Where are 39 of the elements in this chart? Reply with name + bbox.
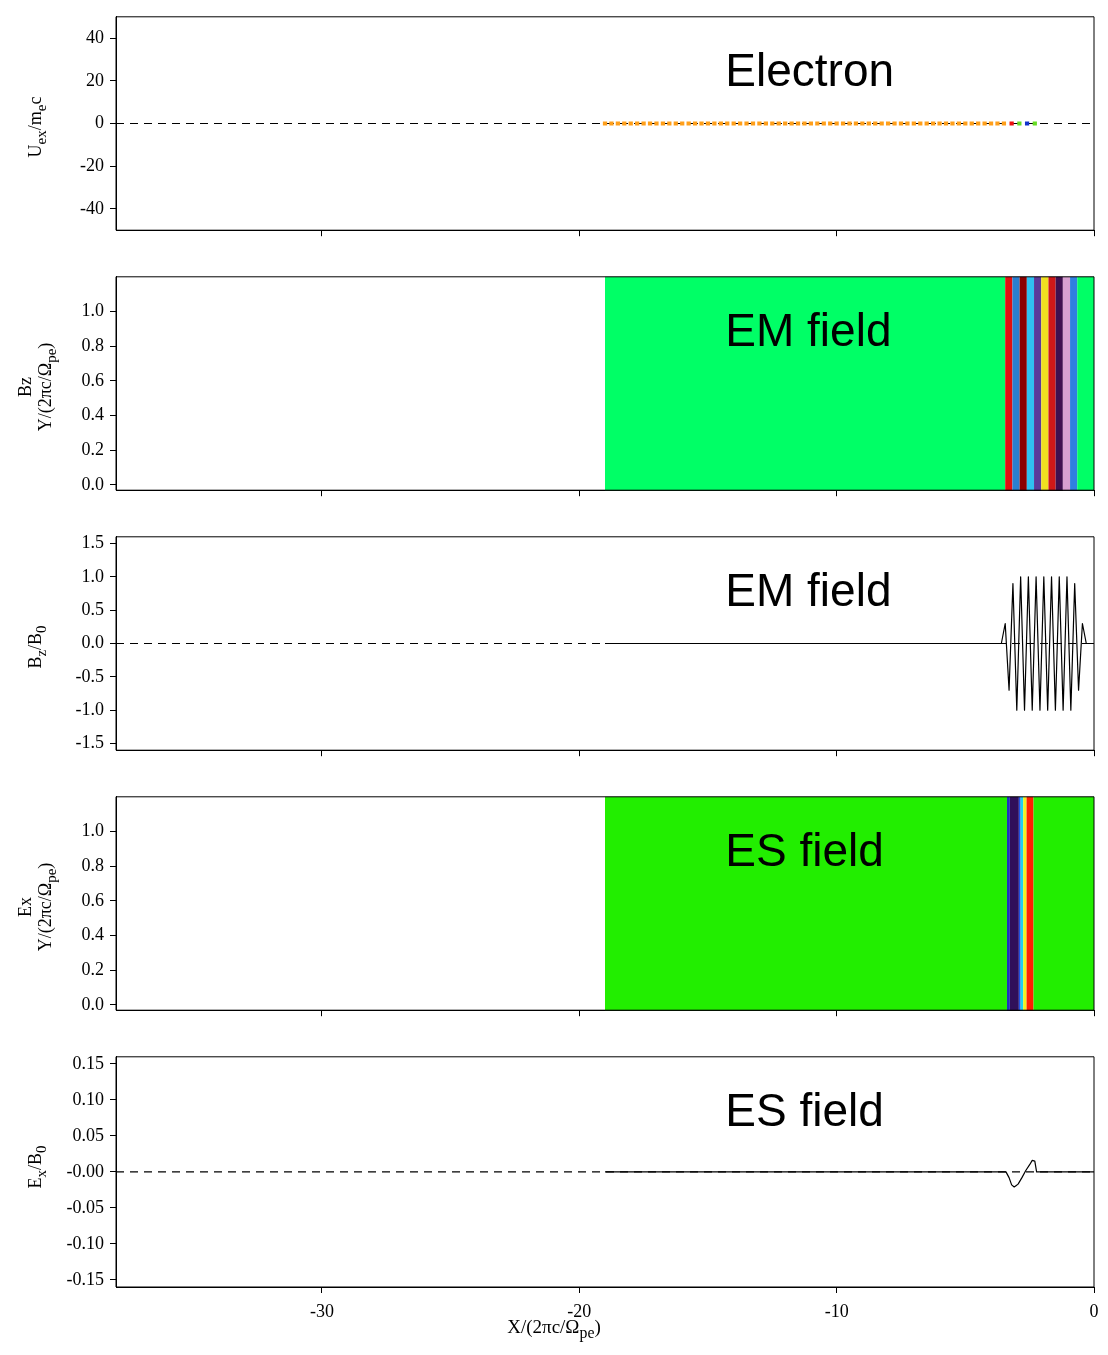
y-tick-label: 20 (86, 69, 104, 90)
y-tick-label: 0.0 (81, 632, 104, 653)
y-tick-label: -0.00 (66, 1160, 104, 1181)
text: EM field (725, 564, 892, 617)
y-tick-label: 0.15 (72, 1052, 104, 1073)
y-tick-label: -0.5 (75, 665, 104, 686)
y-tick-label: 1.0 (81, 820, 104, 841)
y-tick-label: 0.10 (72, 1088, 104, 1109)
y-tick-label: 0.4 (81, 404, 104, 425)
x-tick-label: -10 (824, 1300, 849, 1321)
y-tick-label: -0.15 (66, 1268, 104, 1289)
x-tick-label: -30 (309, 1300, 334, 1321)
y-tick-label: 1.0 (81, 300, 104, 321)
y-tick-label: 0.2 (81, 439, 104, 460)
y-tick-label: -0.05 (66, 1196, 104, 1217)
text: ES field (725, 824, 884, 877)
text: EM field (725, 304, 892, 357)
y-tick-label: -40 (80, 197, 104, 218)
y-tick-label: 0.5 (81, 598, 104, 619)
y-tick-label: 0.4 (81, 924, 104, 945)
y-tick-label: 0 (95, 112, 104, 133)
x-tick-label: 0 (1089, 1300, 1099, 1321)
text: ES field (725, 1084, 884, 1137)
y-tick-label: 0.2 (81, 959, 104, 980)
y-tick-label: -1.5 (75, 732, 104, 753)
y-tick-label: 0.6 (81, 889, 104, 910)
y-tick-label: -0.10 (66, 1232, 104, 1253)
y-tick-label: 40 (86, 26, 104, 47)
y-tick-label: 0.05 (72, 1124, 104, 1145)
y-tick-label: 0.8 (81, 854, 104, 875)
y-tick-label: 1.5 (81, 532, 104, 553)
y-tick-label: -1.0 (75, 698, 104, 719)
y-tick-label: 0.0 (81, 473, 104, 494)
y-tick-label: 0.8 (81, 334, 104, 355)
y-tick-label: -20 (80, 154, 104, 175)
y-tick-label: 0.6 (81, 369, 104, 390)
y-tick-label: 0.0 (81, 993, 104, 1014)
y-tick-label: 1.0 (81, 565, 104, 586)
text: Electron (725, 44, 895, 97)
